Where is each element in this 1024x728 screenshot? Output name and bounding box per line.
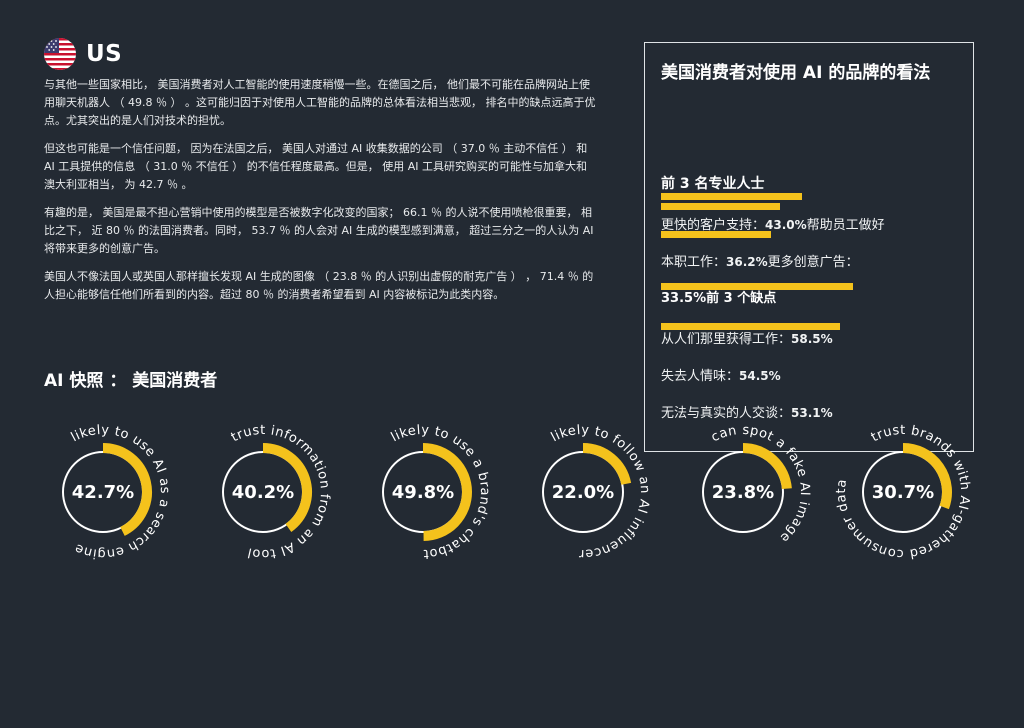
body-text: 与其他一些国家相比， 美国消费者对人工智能的使用速度稍慢一些。在德国之后， 他们…: [44, 76, 596, 314]
donut-value-label: 42.7%: [72, 482, 134, 503]
donut-chart: 40.2%trust information from an AI tool: [222, 423, 332, 561]
country-header: US: [44, 38, 122, 70]
con-item: 无法与真实的人交谈：53.1%: [661, 406, 833, 421]
brand-perception-panel: 美国消费者对使用 AI 的品牌的看法 前 3 名专业人士 更快的客户支持：43.…: [644, 42, 974, 452]
donut-value-arc: [582, 443, 632, 485]
donut-chart: 23.8%can spot a fake AI image: [702, 423, 812, 545]
donut-chart-group: 42.7%likely to use AI as a search engine…: [62, 423, 972, 561]
pros-heading: 前 3 名专业人士: [661, 176, 765, 192]
donut-row: 42.7% likely to use AI as a search engine…: [0, 395, 1024, 724]
stat-bar: [661, 323, 840, 330]
con-item: 失去人情味：54.5%: [661, 369, 781, 384]
paragraph: 美国人不像法国人或英国人那样擅长发现 AI 生成的图像 （ 23.8 ％ 的人识…: [44, 270, 594, 301]
donut-value-label: 23.8%: [712, 482, 774, 503]
pro-item: 本职工作：36.2%更多创意广告：: [661, 255, 859, 270]
us-flag-icon: [44, 38, 76, 70]
donut-value-label: 22.0%: [552, 482, 614, 503]
stat-bar: [661, 283, 853, 290]
stat-bar: [661, 193, 802, 200]
donut-value-arc: [262, 443, 312, 532]
paragraph: 有趣的是， 美国是最不担心营销中使用的模型是否被数字化改变的国家； 66.1 ％…: [44, 206, 594, 255]
paragraph: 与其他一些国家相比， 美国消费者对人工智能的使用速度稍慢一些。在德国之后， 他们…: [44, 78, 596, 127]
con-item: 从人们那里获得工作：58.5%: [661, 332, 833, 347]
donut-value-arc: [742, 443, 792, 490]
stat-bar: [661, 203, 780, 210]
donut-chart: 22.0%likely to follow an AI influencer: [542, 423, 652, 561]
donut-value-arc: [102, 443, 152, 536]
country-name: US: [86, 41, 123, 67]
snapshot-title: AI 快照 ： 美国消费者: [44, 371, 218, 391]
donut-chart: 49.8%likely to use a brand's chatbot: [382, 423, 492, 561]
donut-chart: 30.7%trust brands with AI-gathered consu…: [834, 423, 972, 561]
donut-chart: 42.7%likely to use AI as a search engine: [62, 423, 172, 561]
donut-value-label: 30.7%: [872, 482, 934, 503]
donut-value-arc: [902, 443, 952, 510]
cons-heading: 33.5%前 3 个缺点: [661, 291, 777, 306]
donut-value-arc: [422, 443, 472, 541]
panel-title: 美国消费者对使用 AI 的品牌的看法: [661, 63, 931, 83]
pro-item: 更快的客户支持：43.0%帮助员工做好: [661, 218, 885, 233]
paragraph: 但这也可能是一个信任问题， 因为在法国之后， 美国人对通过 AI 收集数据的公司…: [44, 142, 588, 191]
donut-value-label: 49.8%: [392, 482, 454, 503]
stat-bar: [661, 231, 771, 238]
donut-value-label: 40.2%: [232, 482, 294, 503]
